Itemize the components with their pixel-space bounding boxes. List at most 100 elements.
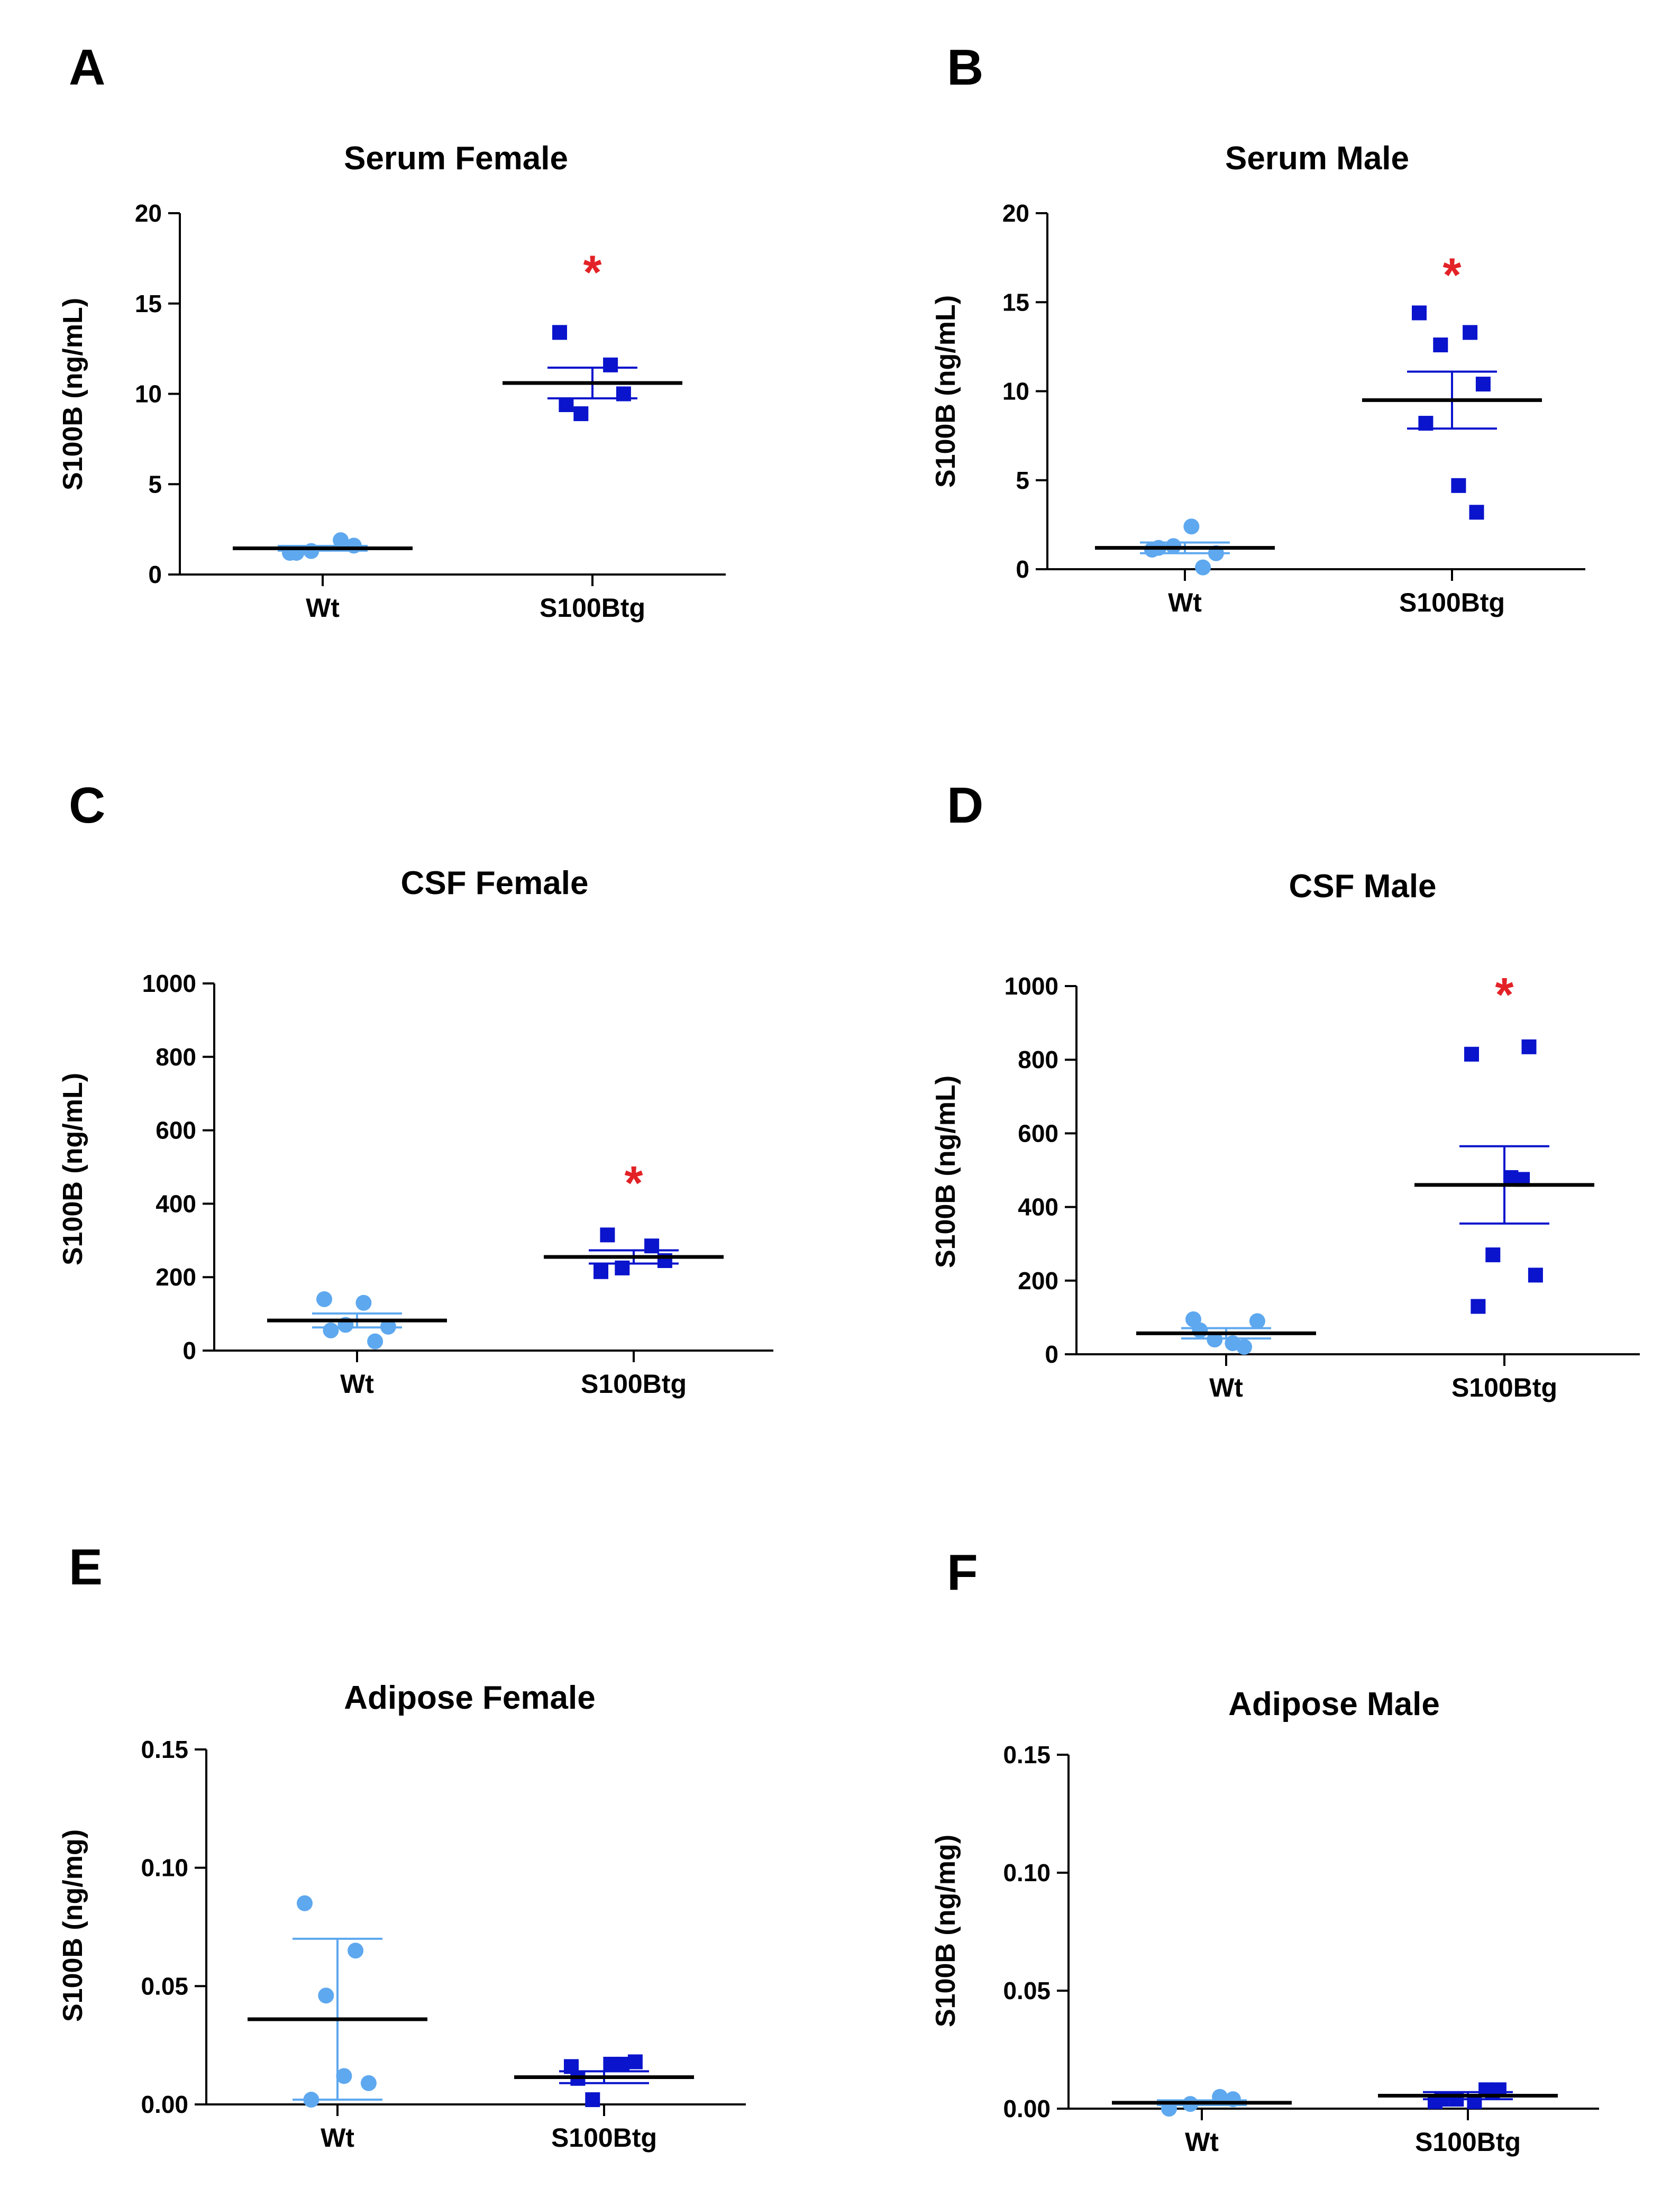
- panel-letter: F: [947, 1544, 978, 1601]
- significance-marker: *: [583, 246, 601, 299]
- data-point-wt: [323, 1322, 339, 1338]
- data-point-s100btg: [1485, 1247, 1501, 1263]
- data-point-wt: [333, 532, 349, 549]
- y-tick-label: 600: [1018, 1119, 1058, 1147]
- y-tick-label: 20: [135, 199, 162, 227]
- x-tick-label: Wt: [1209, 1373, 1243, 1402]
- data-point-s100btg: [1418, 416, 1434, 431]
- chart-panel-b: B Serum Male S100B (ng/mL) 0 5 10 15 20 Wt S100Bt…: [930, 39, 1585, 617]
- y-tick-label: 0.15: [141, 1736, 188, 1763]
- y-tick-label: 800: [156, 1043, 196, 1071]
- y-tick-label: 0: [1016, 555, 1029, 583]
- x-tick-label: S100Btg: [1451, 1373, 1557, 1402]
- data-point-wt: [345, 537, 362, 554]
- data-point-wt: [1161, 2101, 1177, 2117]
- significance-marker: *: [1442, 249, 1461, 302]
- data-point-s100btg: [1528, 1268, 1543, 1283]
- x-tick-label: S100Btg: [1399, 588, 1505, 617]
- panel-letter: A: [69, 39, 105, 96]
- data-point-wt: [1195, 559, 1211, 576]
- chart-panel-d: D CSF Male S100B (ng/mL) 0 200 400 600 800 1000 W…: [930, 777, 1640, 1402]
- x-tick-label: Wt: [1185, 2127, 1219, 2157]
- y-axis-label: S100B (ng/mL): [930, 1075, 961, 1268]
- data-point-wt: [297, 1895, 313, 1911]
- x-tick-label: Wt: [306, 593, 340, 623]
- y-tick-label: 1000: [1005, 972, 1058, 1000]
- data-point-wt: [336, 2068, 352, 2084]
- chart-title: Adipose Female: [344, 1680, 595, 1716]
- y-axis-label: S100B (ng/mL): [58, 1073, 88, 1265]
- data-point-s100btg: [600, 1227, 615, 1243]
- y-tick-label: 0.00: [141, 2091, 188, 2118]
- significance-marker: *: [624, 1157, 643, 1210]
- data-point-s100btg: [1469, 505, 1484, 520]
- data-point-wt: [318, 1988, 334, 2004]
- chart-title: Serum Male: [1225, 140, 1409, 177]
- x-tick-label: S100Btg: [581, 1369, 687, 1399]
- chart-title: CSF Female: [401, 865, 589, 901]
- data-point-wt: [360, 2075, 377, 2091]
- data-point-s100btg: [615, 1260, 630, 1275]
- data-point-s100btg: [644, 1238, 660, 1254]
- y-axis-label: S100B (ng/mL): [58, 298, 88, 490]
- data-point-wt: [1225, 2091, 1241, 2108]
- y-tick-label: 0.05: [141, 1972, 188, 2000]
- panel-letter: D: [947, 777, 983, 834]
- data-point-s100btg: [585, 2092, 600, 2108]
- data-point-wt: [1183, 518, 1200, 535]
- x-tick-label: Wt: [340, 1369, 374, 1399]
- data-point-s100btg: [552, 325, 567, 340]
- y-tick-label: 15: [135, 290, 162, 317]
- chart-title: Adipose Male: [1228, 1686, 1440, 1722]
- data-point-wt: [355, 1294, 372, 1311]
- panel-letter: B: [947, 39, 983, 96]
- y-tick-label: 10: [1002, 378, 1029, 405]
- y-tick-label: 10: [135, 380, 162, 408]
- y-tick-label: 400: [156, 1190, 196, 1217]
- chart-title: Serum Female: [344, 140, 568, 177]
- x-tick-label: S100Btg: [1415, 2127, 1521, 2157]
- y-tick-label: 0.05: [1003, 1977, 1051, 2004]
- y-tick-label: 0.00: [1003, 2095, 1051, 2122]
- y-tick-label: 400: [1018, 1193, 1058, 1221]
- y-tick-label: 1000: [142, 970, 196, 997]
- data-point-wt: [303, 543, 319, 559]
- chart-panel-e: E Adipose Female S100B (ng/mg) 0.00 0.05 0.10…: [58, 1539, 746, 2153]
- data-point-s100btg: [1521, 1039, 1537, 1054]
- data-point-wt: [1249, 1313, 1265, 1329]
- significance-marker: *: [1495, 969, 1513, 1022]
- data-point-s100btg: [1471, 1299, 1486, 1314]
- x-tick-label: Wt: [321, 2123, 354, 2153]
- data-point-s100btg: [1464, 1046, 1479, 1062]
- data-point-s100btg: [1412, 305, 1427, 321]
- y-axis-label: S100B (ng/mg): [930, 1835, 961, 2027]
- data-point-s100btg: [594, 1264, 608, 1279]
- data-point-wt: [380, 1318, 396, 1335]
- chart-panel-a: A Serum Female S100B (ng/mL) 0 5 10 15 20 Wt S100…: [58, 39, 726, 623]
- data-point-s100btg: [1451, 478, 1466, 493]
- y-tick-label: 15: [1002, 288, 1029, 316]
- y-tick-label: 20: [1002, 199, 1029, 227]
- x-tick-label: Wt: [1168, 588, 1202, 617]
- data-point-s100btg: [1475, 377, 1491, 392]
- data-point-wt: [367, 1333, 384, 1350]
- data-point-s100btg: [627, 2054, 643, 2070]
- y-tick-label: 0: [1045, 1341, 1058, 1368]
- data-point-s100btg: [1463, 325, 1478, 340]
- data-point-wt: [1192, 1322, 1208, 1338]
- data-point-wt: [348, 1943, 364, 1959]
- x-tick-label: S100Btg: [540, 593, 645, 623]
- data-point-s100btg: [603, 2056, 618, 2072]
- data-point-wt: [1207, 1332, 1223, 1348]
- data-point-s100btg: [603, 357, 618, 372]
- data-point-wt: [1225, 1335, 1241, 1352]
- y-axis-label: S100B (ng/mL): [930, 295, 961, 488]
- y-tick-label: 5: [1016, 467, 1029, 494]
- y-tick-label: 800: [1018, 1046, 1058, 1073]
- x-tick-label: S100Btg: [551, 2123, 657, 2153]
- data-point-s100btg: [1433, 338, 1448, 353]
- data-point-s100btg: [1503, 1170, 1519, 1185]
- data-point-s100btg: [616, 386, 631, 402]
- y-tick-label: 5: [148, 470, 162, 498]
